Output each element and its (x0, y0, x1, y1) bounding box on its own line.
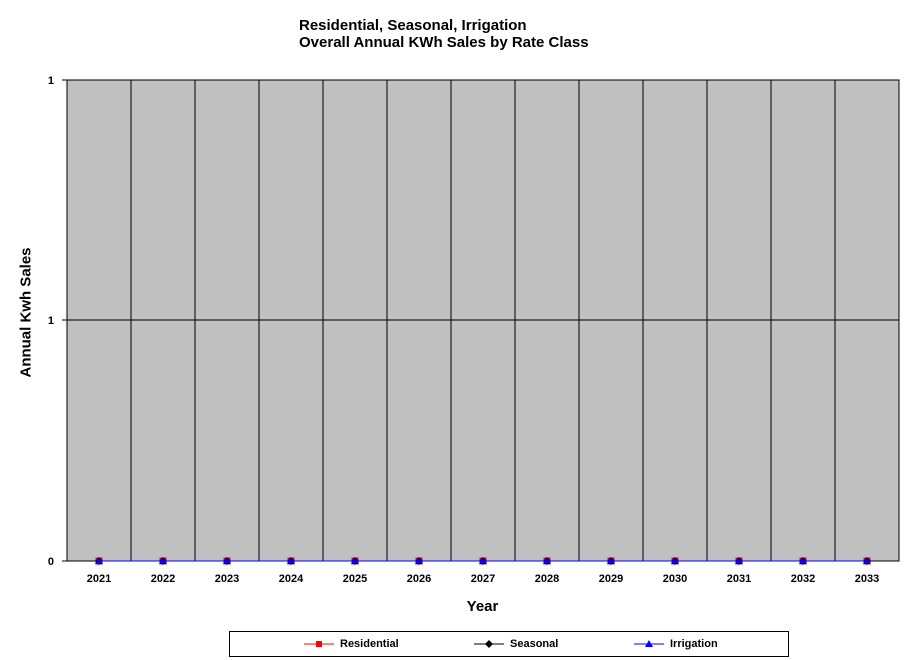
data-point-irrigation (479, 557, 487, 564)
legend-item-irrigation: Irrigation (634, 638, 718, 650)
data-point-irrigation (287, 557, 295, 564)
data-point-irrigation (415, 557, 423, 564)
x-tick-label: 2025 (343, 573, 367, 585)
data-point-irrigation (95, 557, 103, 564)
legend: Residential Seasonal Irrigation (229, 631, 789, 657)
legend-item-residential: Residential (304, 638, 399, 650)
data-point-irrigation (863, 557, 871, 564)
x-tick-label: 2030 (663, 573, 687, 585)
data-point-irrigation (223, 557, 231, 564)
data-point-irrigation (671, 557, 679, 564)
x-tick-label: 2021 (87, 573, 111, 585)
y-tick-label: 1 (48, 315, 54, 327)
legend-label: Residential (340, 638, 399, 650)
x-tick-label: 2024 (279, 573, 304, 585)
legend-label: Irrigation (670, 638, 718, 650)
x-tick-label: 2028 (535, 573, 559, 585)
legend-marker-irrigation (634, 640, 664, 647)
data-point-irrigation (543, 557, 551, 564)
x-tick-label: 2023 (215, 573, 239, 585)
x-tick-label: 2029 (599, 573, 623, 585)
data-point-irrigation (799, 557, 807, 564)
x-tick-label: 2032 (791, 573, 815, 585)
chart-title-line-2: Overall Annual KWh Sales by Rate Class (299, 34, 589, 51)
data-point-irrigation (351, 557, 359, 564)
legend-item-seasonal: Seasonal (474, 638, 558, 650)
x-tick-label: 2022 (151, 573, 175, 585)
y-axis-label: Annual Kwh Sales (17, 247, 35, 378)
data-point-irrigation (159, 557, 167, 564)
x-axis-label: Year (466, 598, 499, 615)
data-point-irrigation (735, 557, 743, 564)
chart-title: Residential, Seasonal, Irrigation Overal… (299, 17, 589, 51)
chart-title-line-1: Residential, Seasonal, Irrigation (299, 17, 527, 34)
x-tick-label: 2031 (727, 573, 751, 585)
x-tick-label: 2033 (855, 573, 879, 585)
data-point-irrigation (607, 557, 615, 564)
legend-marker-seasonal (474, 640, 504, 648)
y-tick-label: 0 (48, 556, 54, 568)
legend-marker-residential (304, 641, 334, 647)
x-tick-label: 2027 (471, 573, 495, 585)
y-tick-label: 1 (48, 75, 54, 87)
x-tick-label: 2026 (407, 573, 431, 585)
legend-label: Seasonal (510, 638, 559, 650)
